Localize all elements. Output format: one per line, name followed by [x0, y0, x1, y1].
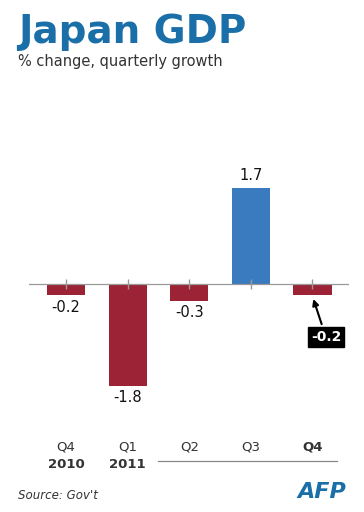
Bar: [232, 187, 270, 284]
Text: 2011: 2011: [109, 458, 146, 471]
Bar: [293, 284, 332, 295]
Text: Source: Gov't: Source: Gov't: [18, 489, 98, 502]
Bar: [47, 284, 85, 295]
Text: % change, quarterly growth: % change, quarterly growth: [18, 54, 223, 69]
Text: Japan GDP: Japan GDP: [18, 13, 246, 51]
Bar: [108, 284, 147, 386]
Text: -0.2: -0.2: [52, 300, 80, 315]
Text: Q4: Q4: [302, 440, 323, 453]
Text: Q4: Q4: [57, 440, 75, 453]
Text: 2010: 2010: [48, 458, 84, 471]
Text: Q1: Q1: [118, 440, 137, 453]
Text: Q2: Q2: [180, 440, 199, 453]
Bar: [170, 284, 208, 301]
Text: AFP: AFP: [297, 482, 346, 502]
Text: Q3: Q3: [241, 440, 260, 453]
Text: -1.8: -1.8: [113, 390, 142, 406]
Text: -0.3: -0.3: [175, 306, 203, 321]
Text: 1.7: 1.7: [239, 168, 262, 183]
Text: -0.2: -0.2: [311, 301, 341, 345]
